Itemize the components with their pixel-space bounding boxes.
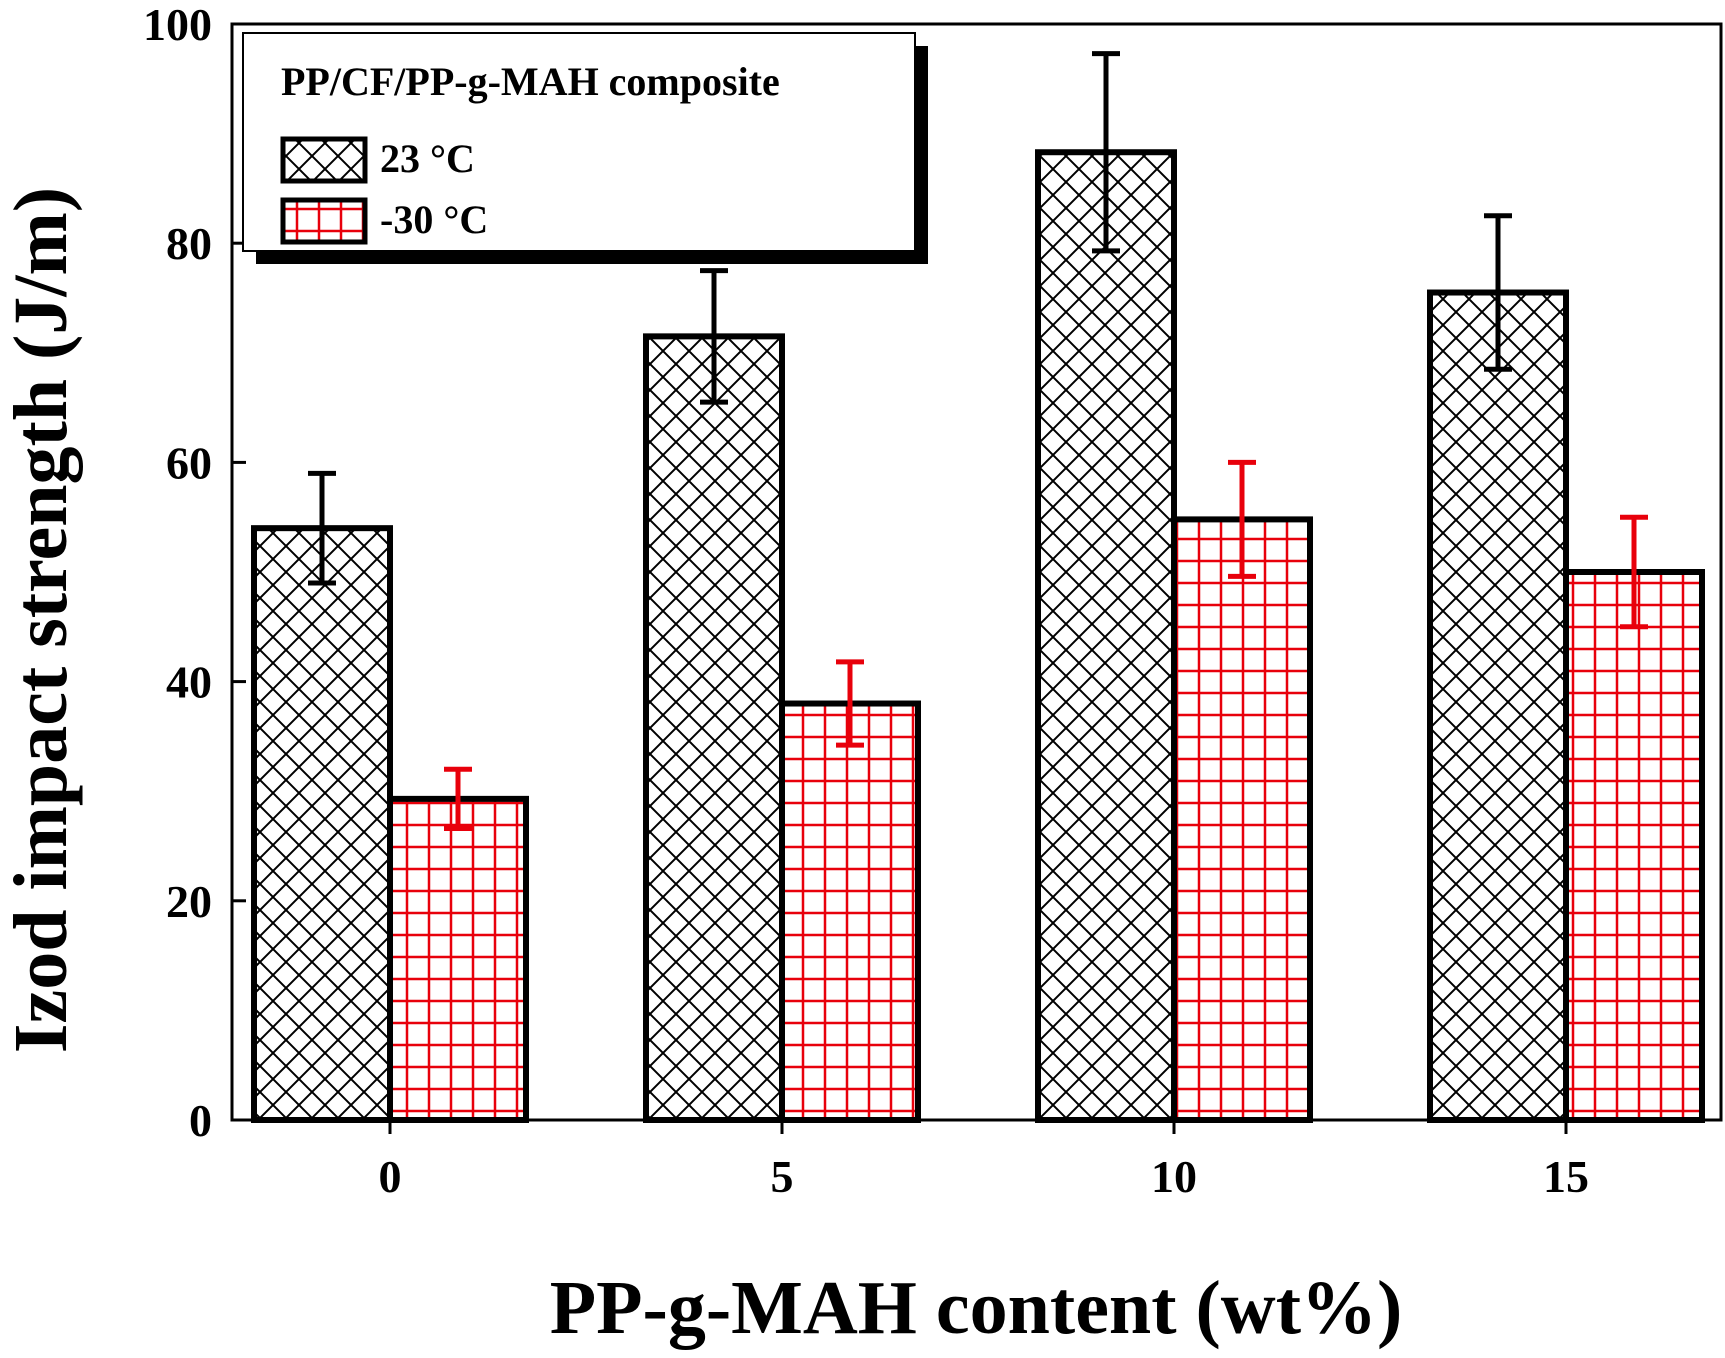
y-tick-label-20: 20: [166, 876, 212, 927]
bar-23c-10: [1035, 149, 1177, 1123]
x-axis-title: PP-g-MAH content (wt%): [550, 1266, 1403, 1350]
y-axis-title: Izod impact strength (J/m): [0, 187, 83, 1053]
plot-frame: [230, 22, 1723, 1122]
x-tick-label-15: 15: [1543, 1151, 1589, 1202]
x-tick-label-10: 10: [1151, 1151, 1197, 1202]
error-bar-23c-5: [700, 268, 728, 405]
legend-title: PP/CF/PP-g-MAH composite: [281, 59, 780, 104]
bar-minus30c-0: [387, 795, 529, 1123]
error-bar-23c-0: [308, 470, 336, 586]
legend-label-23c: 23 °C: [380, 136, 475, 181]
y-tick-label-100: 100: [143, 0, 212, 50]
bar-23c-5: [643, 333, 785, 1123]
y-axis: 0 20 40 60 80 100: [143, 0, 246, 1146]
error-bar-23c-10: [1092, 51, 1120, 254]
bar-minus30c-5: [779, 700, 921, 1124]
bar-minus30c-15: [1563, 569, 1705, 1123]
y-tick-label-60: 60: [166, 437, 212, 488]
bar-minus30c-10: [1171, 516, 1313, 1123]
error-bar-minus30c-0: [444, 766, 472, 831]
y-tick-label-40: 40: [166, 657, 212, 708]
x-tick-label-0: 0: [379, 1151, 402, 1202]
y-tick-label-0: 0: [189, 1095, 212, 1146]
x-tick-label-5: 5: [771, 1151, 794, 1202]
error-bar-minus30c-10: [1228, 459, 1256, 579]
legend-label-minus30c: -30 °C: [380, 197, 488, 242]
legend: PP/CF/PP-g-MAH composite 23 °C -30 °C: [242, 32, 928, 264]
legend-swatch-minus30c: [280, 197, 368, 245]
error-bar-23c-15: [1484, 213, 1512, 372]
legend-swatch-23c: [280, 136, 368, 184]
bar-23c-15: [1427, 289, 1569, 1123]
bars-layer: [251, 149, 1705, 1124]
error-bars-layer: [308, 51, 1648, 831]
error-bar-minus30c-5: [836, 659, 864, 748]
error-bar-minus30c-15: [1620, 514, 1648, 630]
bar-23c-0: [251, 525, 393, 1123]
x-axis: 0 5 10 15: [379, 1120, 1589, 1202]
y-tick-label-80: 80: [166, 218, 212, 269]
